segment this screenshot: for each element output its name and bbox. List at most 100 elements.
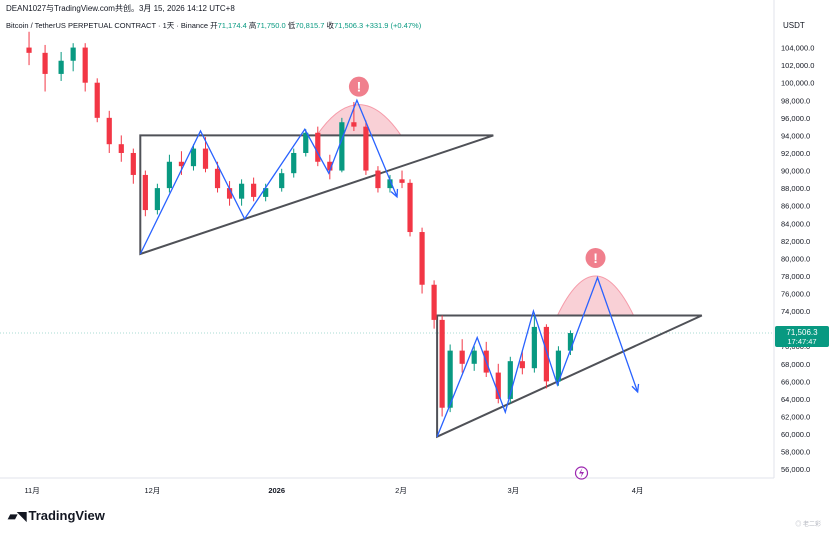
candle — [154, 183, 160, 215]
candle — [190, 144, 197, 171]
y-tick-label: 100,000.0 — [781, 79, 814, 88]
y-tick-label: 84,000.0 — [781, 219, 810, 228]
lightning-bolt — [578, 468, 584, 478]
symbol-name[interactable]: Bitcoin / TetherUS PERPETUAL CONTRACT — [6, 21, 156, 30]
candle-body — [279, 173, 285, 189]
candle — [58, 51, 64, 81]
y-tick-label: 78,000.0 — [781, 272, 810, 281]
x-tick-label: 2026 — [268, 486, 285, 495]
candle-body — [130, 152, 136, 175]
lower-zigzag-arrowhead — [631, 383, 640, 394]
candle-body — [399, 179, 405, 183]
lower-zigzag — [436, 275, 639, 437]
interval[interactable]: 1天 — [162, 21, 175, 30]
candle-body — [118, 144, 124, 153]
candle — [238, 179, 245, 206]
candle — [42, 44, 48, 92]
candle — [291, 148, 297, 178]
published-by: DEAN1027与TradingView.com共创。3月 15, 2026 1… — [6, 4, 235, 13]
candle-body — [363, 126, 369, 171]
y-tick-label: 104,000.0 — [781, 44, 814, 53]
candle — [202, 137, 209, 173]
candle — [315, 126, 321, 167]
candle — [375, 166, 381, 193]
candle-body — [495, 372, 501, 399]
upper-dome-warning-icon — [348, 76, 369, 97]
candle-body — [190, 148, 197, 167]
candle — [142, 170, 148, 217]
y-tick-label: 102,000.0 — [781, 61, 814, 70]
candle-body — [166, 161, 173, 189]
candle — [363, 120, 369, 175]
last-price-value: 71,506.3 — [786, 328, 818, 337]
candle — [407, 179, 413, 237]
candle-body — [178, 161, 185, 167]
candle-body — [407, 182, 413, 233]
candle-body — [214, 168, 221, 189]
candle-body — [263, 188, 269, 197]
candle — [130, 148, 136, 184]
y-tick-label: 96,000.0 — [781, 114, 810, 123]
x-tick-label: 2月 — [395, 486, 407, 495]
candle — [70, 43, 76, 72]
candle — [94, 78, 100, 123]
y-tick-label: 98,000.0 — [781, 96, 810, 105]
candle — [106, 110, 112, 153]
candle-body — [291, 152, 297, 174]
candle — [387, 174, 393, 193]
candle — [327, 154, 333, 180]
candle-body — [82, 47, 88, 83]
open-label: 开 — [210, 21, 218, 30]
tradingview-logo[interactable]: ▰◥ TradingView — [8, 508, 105, 523]
y-tick-label: 60,000.0 — [781, 430, 810, 439]
countdown-value: 17:47:47 — [787, 337, 816, 346]
candle — [519, 350, 525, 375]
candle — [26, 31, 32, 66]
high-value: 71,750.0 — [256, 21, 286, 30]
candle-body — [531, 326, 537, 369]
candle-body — [238, 183, 245, 199]
candle-body — [106, 117, 112, 145]
y-tick-label: 56,000.0 — [781, 465, 810, 474]
y-tick-label: 74,000.0 — [781, 307, 810, 316]
y-tick-label: 76,000.0 — [781, 290, 810, 299]
candle — [226, 181, 233, 206]
y-tick-label: 88,000.0 — [781, 184, 810, 193]
y-tick-label: 68,000.0 — [781, 360, 810, 369]
y-tick-label: 86,000.0 — [781, 202, 810, 211]
candle — [555, 346, 562, 386]
candle-body — [507, 361, 513, 399]
y-tick-label: 64,000.0 — [781, 395, 810, 404]
candle-body — [459, 350, 465, 364]
candle — [531, 312, 537, 373]
candle-body — [471, 350, 477, 364]
candle — [82, 43, 88, 92]
candle — [495, 363, 501, 404]
candle-body — [419, 232, 425, 285]
candle — [431, 280, 437, 329]
candle — [459, 339, 465, 373]
candle-body — [339, 122, 345, 171]
candle-body — [70, 47, 76, 61]
candle-body — [42, 52, 48, 74]
last-price-tag — [775, 326, 829, 348]
candle — [214, 161, 221, 193]
candle-body — [315, 132, 321, 162]
y-tick-label: 58,000.0 — [781, 448, 810, 457]
symbol-legend: Bitcoin / TetherUS PERPETUAL CONTRACT · … — [6, 21, 422, 30]
upper-dome — [315, 104, 402, 136]
lower-dome-warning-mark: ! — [593, 250, 598, 266]
candle — [399, 170, 405, 189]
close-label: 收 — [326, 21, 335, 30]
lower-dome-warning-icon — [585, 247, 606, 268]
y-tick-label: 80,000.0 — [781, 254, 810, 263]
candle — [439, 315, 445, 417]
candle-body — [431, 284, 437, 320]
candle-body — [251, 183, 257, 197]
watermark: ◎ 老二彩 — [795, 522, 821, 528]
lower-triangle — [436, 314, 703, 439]
quote-currency: USDT — [783, 21, 805, 30]
candle-body — [543, 326, 549, 382]
lower-dome — [556, 275, 635, 316]
